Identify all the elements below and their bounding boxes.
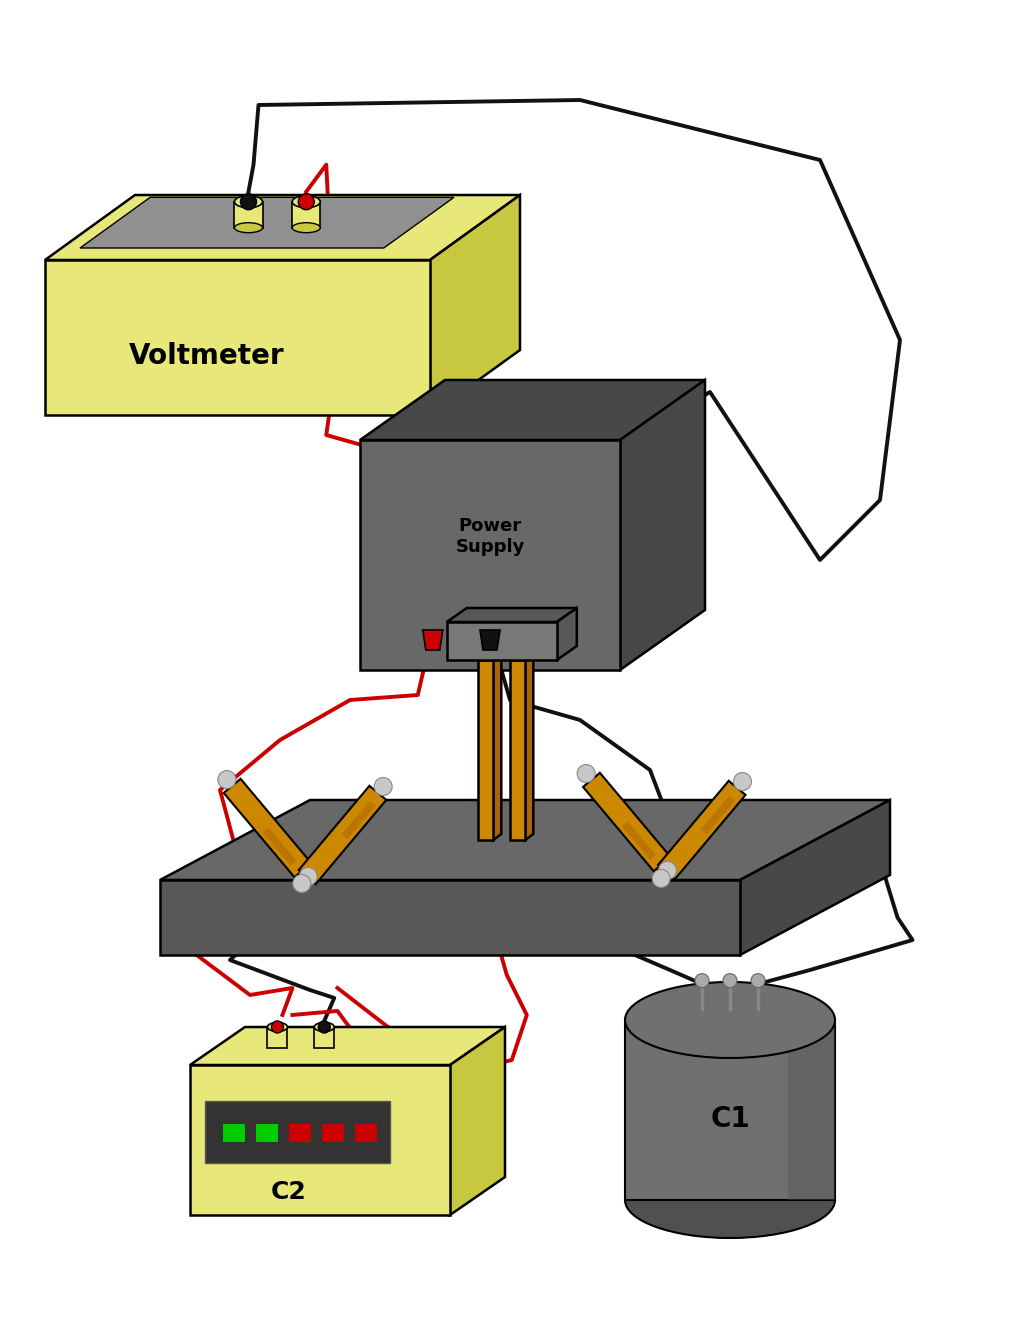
Polygon shape — [423, 630, 442, 649]
Polygon shape — [583, 772, 669, 871]
Polygon shape — [625, 1020, 835, 1200]
Polygon shape — [556, 609, 576, 660]
Circle shape — [299, 867, 317, 886]
Polygon shape — [190, 1065, 449, 1214]
Polygon shape — [45, 260, 430, 414]
Circle shape — [651, 870, 669, 887]
Text: C2: C2 — [271, 1180, 307, 1204]
Polygon shape — [446, 622, 556, 660]
Polygon shape — [205, 1101, 389, 1163]
Polygon shape — [79, 197, 453, 248]
Polygon shape — [299, 785, 386, 884]
Polygon shape — [449, 1027, 504, 1214]
Circle shape — [240, 194, 256, 210]
Polygon shape — [262, 828, 297, 866]
Text: Voltmeter: Voltmeter — [128, 342, 284, 370]
Ellipse shape — [625, 982, 835, 1059]
Polygon shape — [223, 779, 311, 878]
Circle shape — [218, 771, 235, 788]
Polygon shape — [160, 800, 890, 880]
Polygon shape — [478, 653, 500, 660]
Polygon shape — [620, 380, 704, 671]
Polygon shape — [45, 195, 520, 260]
Polygon shape — [657, 781, 745, 879]
Polygon shape — [322, 1125, 343, 1142]
Polygon shape — [446, 609, 576, 622]
Circle shape — [750, 974, 764, 987]
Polygon shape — [190, 1027, 504, 1065]
Polygon shape — [256, 1125, 278, 1142]
Polygon shape — [787, 1020, 835, 1200]
Circle shape — [292, 874, 311, 892]
Polygon shape — [314, 1027, 334, 1048]
Polygon shape — [234, 202, 262, 227]
Polygon shape — [622, 821, 655, 859]
Polygon shape — [341, 801, 375, 840]
Circle shape — [658, 862, 676, 879]
Polygon shape — [355, 1125, 377, 1142]
Polygon shape — [700, 796, 735, 834]
Ellipse shape — [314, 1023, 334, 1031]
Polygon shape — [430, 195, 520, 414]
Polygon shape — [160, 880, 739, 954]
Circle shape — [318, 1020, 330, 1034]
Ellipse shape — [292, 223, 320, 232]
Polygon shape — [292, 202, 320, 227]
Polygon shape — [480, 630, 499, 649]
Circle shape — [271, 1020, 283, 1034]
Text: C1: C1 — [709, 1105, 749, 1133]
Circle shape — [577, 764, 594, 783]
Polygon shape — [510, 660, 525, 840]
Circle shape — [722, 974, 737, 987]
Polygon shape — [739, 800, 890, 954]
Ellipse shape — [292, 195, 320, 207]
Text: Power
Supply: Power Supply — [454, 517, 524, 556]
Polygon shape — [360, 380, 704, 440]
Polygon shape — [510, 653, 533, 660]
Polygon shape — [223, 1125, 245, 1142]
Polygon shape — [360, 440, 620, 671]
Polygon shape — [493, 653, 500, 840]
Ellipse shape — [267, 1023, 287, 1031]
Ellipse shape — [234, 195, 262, 207]
Circle shape — [733, 772, 751, 791]
Polygon shape — [525, 653, 533, 840]
Ellipse shape — [625, 1162, 835, 1238]
Circle shape — [298, 194, 314, 210]
Polygon shape — [267, 1027, 287, 1048]
Circle shape — [374, 777, 391, 796]
Polygon shape — [478, 660, 493, 840]
Polygon shape — [288, 1125, 311, 1142]
Ellipse shape — [234, 223, 262, 232]
Circle shape — [694, 974, 708, 987]
